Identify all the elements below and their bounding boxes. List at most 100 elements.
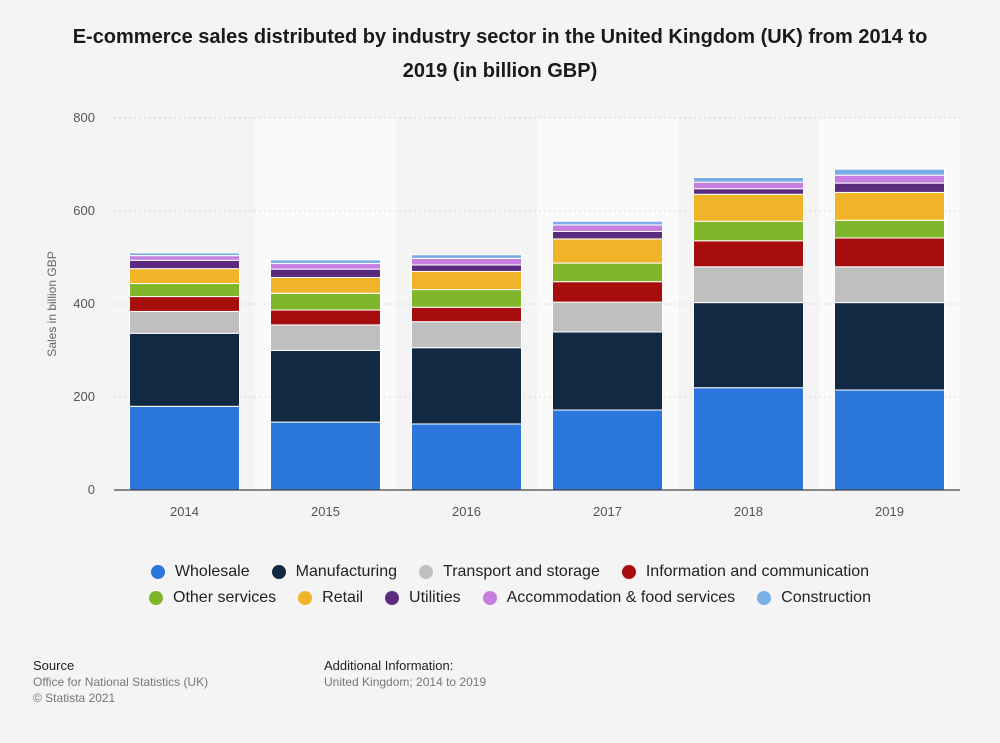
legend-item[interactable]: Manufacturing xyxy=(271,563,398,581)
bar-segment[interactable] xyxy=(834,191,945,221)
bar-segment[interactable] xyxy=(552,262,663,283)
bar-segment[interactable] xyxy=(411,347,522,425)
source-label[interactable]: Source xyxy=(33,658,75,673)
bar-segment[interactable] xyxy=(270,324,381,351)
y-axis-label: Sales in billion GBP xyxy=(45,251,59,356)
bar-segment[interactable] xyxy=(129,255,240,261)
legend-item[interactable]: Accommodation & food services xyxy=(482,589,736,607)
bar-segment[interactable] xyxy=(411,257,522,266)
bar-segment[interactable] xyxy=(552,220,663,226)
bar-segment[interactable] xyxy=(552,281,663,303)
legend-marker-icon xyxy=(419,565,434,579)
bar-segment[interactable] xyxy=(270,350,381,423)
bar-segment[interactable] xyxy=(411,321,522,349)
bar-segment[interactable] xyxy=(552,331,663,411)
legend-marker-icon xyxy=(482,591,497,605)
bar-segment[interactable] xyxy=(693,188,804,195)
bar-segment[interactable] xyxy=(834,266,945,304)
legend-item[interactable]: Transport and storage xyxy=(419,563,600,581)
legend-item[interactable]: Utilities xyxy=(385,589,461,607)
legend-label: Accommodation & food services xyxy=(506,589,736,606)
source-block: Source Office for National Statistics (U… xyxy=(33,658,208,706)
chart-title: E-commerce sales distributed by industry… xyxy=(72,26,928,82)
bar-segment[interactable] xyxy=(129,268,240,285)
bar-segment[interactable] xyxy=(270,421,381,491)
bar-segment[interactable] xyxy=(270,276,381,294)
bar-segment[interactable] xyxy=(834,182,945,193)
bar-segment[interactable] xyxy=(270,309,381,326)
y-tick-label: 600 xyxy=(73,203,95,218)
legend-label: Retail xyxy=(322,589,364,606)
bar-segment[interactable] xyxy=(411,264,522,272)
bar-segment[interactable] xyxy=(693,387,804,491)
bar-segment[interactable] xyxy=(834,237,945,268)
bars xyxy=(129,168,945,491)
legend-item[interactable]: Retail xyxy=(298,589,363,607)
bar-segment[interactable] xyxy=(129,332,240,407)
bar-segment[interactable] xyxy=(270,263,381,270)
legend-label: Other services xyxy=(173,589,277,606)
bar-segment[interactable] xyxy=(411,270,522,291)
bar-segment[interactable] xyxy=(693,302,804,389)
bar-segment[interactable] xyxy=(552,224,663,232)
bar-segment[interactable] xyxy=(129,252,240,257)
legend-item[interactable]: Construction xyxy=(757,589,871,607)
bar-segment[interactable] xyxy=(693,193,804,222)
additional-info-text: United Kingdom; 2014 to 2019 xyxy=(324,675,487,689)
x-tick-label: 2015 xyxy=(311,504,340,519)
bar-segment[interactable] xyxy=(129,296,240,312)
y-tick-label: 0 xyxy=(88,482,95,497)
bar-segment[interactable] xyxy=(834,389,945,491)
bar-segment[interactable] xyxy=(270,259,381,265)
bar-segment[interactable] xyxy=(693,240,804,268)
legend-marker-icon xyxy=(298,591,313,605)
bar-segment[interactable] xyxy=(129,283,240,298)
bar-segment[interactable] xyxy=(129,405,240,491)
bar-segment[interactable] xyxy=(270,268,381,278)
source-text[interactable]: Office for National Statistics (UK) xyxy=(33,675,209,689)
legend-label: Utilities xyxy=(409,589,461,606)
legend-label: Transport and storage xyxy=(443,563,600,580)
additional-info-block: Additional Information: United Kingdom; … xyxy=(324,658,486,690)
x-tick-label: 2016 xyxy=(452,504,481,519)
bar-segment[interactable] xyxy=(411,423,522,491)
bar-segment[interactable] xyxy=(411,254,522,259)
x-tick-label: 2018 xyxy=(734,504,763,519)
legend-label: Manufacturing xyxy=(295,563,398,580)
bar-segment[interactable] xyxy=(693,177,804,183)
bar-segment[interactable] xyxy=(552,301,663,333)
y-tick-label: 400 xyxy=(73,296,95,311)
bar-segment[interactable] xyxy=(834,168,945,176)
legend-marker-icon xyxy=(271,565,286,579)
legend-label: Information and communication xyxy=(645,563,870,580)
bar-segment[interactable] xyxy=(552,409,663,491)
bar-segment[interactable] xyxy=(834,219,945,239)
bar-segment[interactable] xyxy=(834,174,945,184)
x-tick-label: 2017 xyxy=(593,504,622,519)
chart-area: 0 200 400 600 800 2014 2015 2016 2017 2018 2019 Sal… xyxy=(45,110,960,519)
bar-segment[interactable] xyxy=(270,292,381,311)
bar-segment[interactable] xyxy=(411,306,522,323)
legend-item[interactable]: Information and communication xyxy=(621,563,870,581)
bar-segment[interactable] xyxy=(552,238,663,264)
legend-item[interactable]: Other services xyxy=(149,589,276,607)
legend-marker-icon xyxy=(150,565,165,579)
copyright[interactable]: © Statista 2021 xyxy=(33,691,116,705)
bar-segment[interactable] xyxy=(552,230,663,240)
x-tick-label: 2019 xyxy=(875,504,904,519)
bar-segment[interactable] xyxy=(411,289,522,308)
legend-item[interactable]: Wholesale xyxy=(150,563,250,581)
bar-segment[interactable] xyxy=(693,266,804,304)
bar-segment[interactable] xyxy=(693,220,804,242)
legend-label: Wholesale xyxy=(174,563,250,580)
bar-segment[interactable] xyxy=(129,310,240,334)
bar-segment[interactable] xyxy=(834,302,945,391)
bar-segment[interactable] xyxy=(693,181,804,190)
y-tick-label: 200 xyxy=(73,389,95,404)
additional-info-label[interactable]: Additional Information: xyxy=(324,658,454,673)
legend-label: Construction xyxy=(781,589,871,606)
gridlines xyxy=(114,117,960,398)
legend-marker-icon xyxy=(385,591,400,605)
legend-marker-icon xyxy=(621,565,636,579)
bar-segment[interactable] xyxy=(129,259,240,270)
